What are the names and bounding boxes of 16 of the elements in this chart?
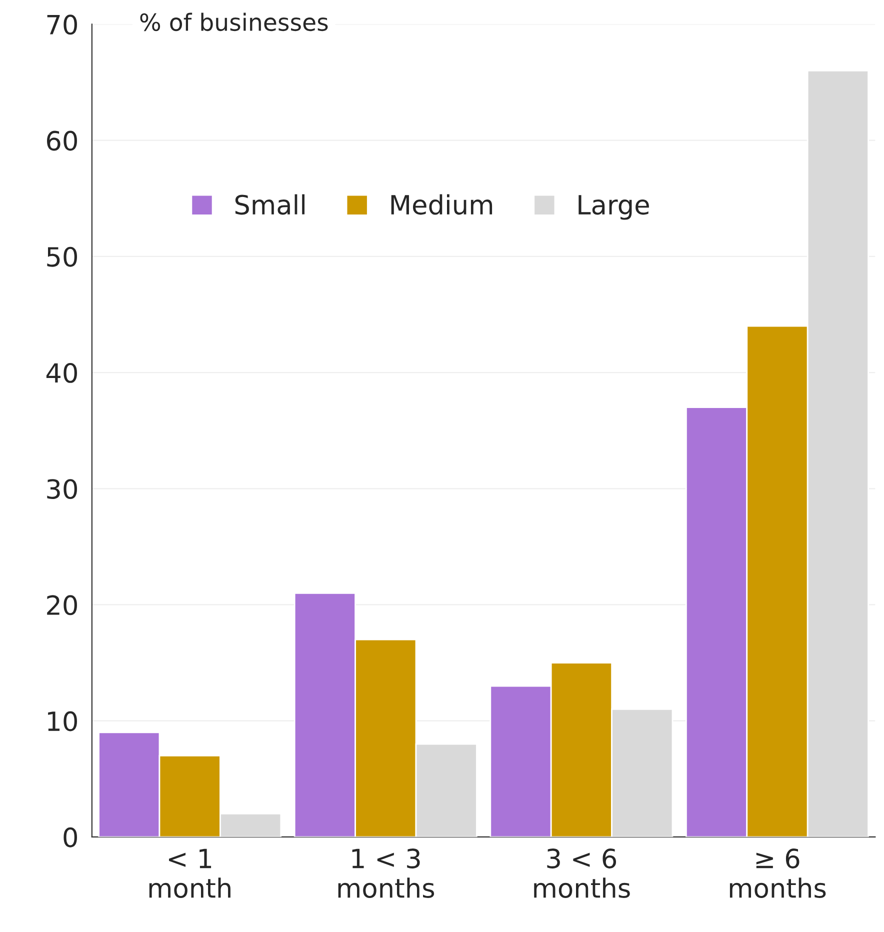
y-tick-label: 40 <box>46 362 77 383</box>
y-tick-label: 20 <box>47 595 77 616</box>
y-tick-label: 10 <box>48 711 77 732</box>
x-tick-label: 3 < 6 months <box>534 848 630 898</box>
y-tick-label: 60 <box>47 130 77 151</box>
y-tick-label: 30 <box>47 479 77 500</box>
y-tick-label: 70 <box>47 14 77 35</box>
y-axis-title: % of businesses <box>140 12 328 32</box>
legend-label: Large <box>578 195 649 220</box>
x-tick-label: < 1 month <box>149 848 230 898</box>
y-tick-label: 50 <box>47 246 77 267</box>
x-tick-label: ≥ 6 months <box>730 848 826 898</box>
legend-label: Medium <box>391 194 492 215</box>
x-tick-label: 1 < 3 months <box>338 848 434 898</box>
legend-label: Small <box>235 194 304 215</box>
y-tick-label: 0 <box>64 827 77 848</box>
